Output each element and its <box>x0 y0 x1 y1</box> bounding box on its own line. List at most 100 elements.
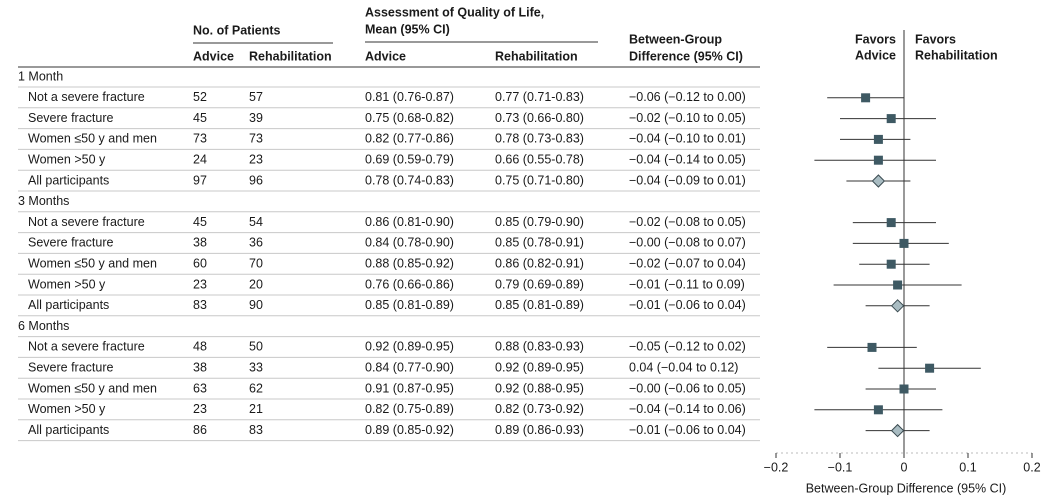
advice-n: 63 <box>193 381 207 395</box>
difference-label: −0.01 (−0.06 to 0.04) <box>629 298 746 312</box>
difference-label: −0.06 (−0.12 to 0.00) <box>629 90 746 104</box>
rehab-qol: 0.86 (0.82-0.91) <box>495 256 584 270</box>
advice-n: 52 <box>193 90 207 104</box>
advice-n: 86 <box>193 423 207 437</box>
rehab-qol: 0.92 (0.88-0.95) <box>495 381 584 395</box>
estimate-square <box>861 93 871 103</box>
group-label: 3 Months <box>18 194 69 208</box>
advice-n: 45 <box>193 215 207 229</box>
rehab-n: 23 <box>249 152 263 166</box>
advice-qol: 0.81 (0.76-0.87) <box>365 90 454 104</box>
estimate-square <box>886 259 896 269</box>
advice-n: 73 <box>193 132 207 146</box>
advice-qol: 0.78 (0.74-0.83) <box>365 173 454 187</box>
difference-label: −0.01 (−0.11 to 0.09) <box>629 277 745 291</box>
advice-n: 97 <box>193 173 207 187</box>
rehab-n: 57 <box>249 90 263 104</box>
rehab-qol: 0.66 (0.55-0.78) <box>495 152 584 166</box>
rehab-n: 70 <box>249 256 263 270</box>
rehab-n: 36 <box>249 236 263 250</box>
estimate-square <box>873 405 883 415</box>
header-qol: Mean (95% CI) <box>365 22 450 36</box>
x-tick-label: 0 <box>901 460 908 474</box>
difference-label: −0.04 (−0.14 to 0.05) <box>629 152 746 166</box>
advice-qol: 0.92 (0.89-0.95) <box>365 340 454 354</box>
row-label: Women ≤50 y and men <box>28 132 157 146</box>
rehab-n: 62 <box>249 381 263 395</box>
header-advice-n: Advice <box>193 49 234 63</box>
difference-label: 0.04 (−0.04 to 0.12) <box>629 360 738 374</box>
advice-n: 48 <box>193 340 207 354</box>
difference-label: −0.01 (−0.06 to 0.04) <box>629 423 746 437</box>
advice-n: 23 <box>193 277 207 291</box>
estimate-diamond <box>871 174 886 188</box>
advice-qol: 0.85 (0.81-0.89) <box>365 298 454 312</box>
row-label: Women ≤50 y and men <box>28 381 157 395</box>
header-rehab-n: Rehabilitation <box>249 49 332 63</box>
x-tick-label: −0.2 <box>764 460 789 474</box>
rehab-n: 54 <box>249 215 263 229</box>
advice-n: 23 <box>193 402 207 416</box>
difference-label: −0.04 (−0.10 to 0.01) <box>629 132 746 146</box>
advice-qol: 0.84 (0.77-0.90) <box>365 360 454 374</box>
favors-right: Rehabilitation <box>915 48 998 62</box>
rehab-n: 21 <box>249 402 263 416</box>
header-diff: Between-Group <box>629 32 722 46</box>
rehab-qol: 0.79 (0.69-0.89) <box>495 277 584 291</box>
advice-qol: 0.91 (0.87-0.95) <box>365 381 454 395</box>
rehab-n: 96 <box>249 173 263 187</box>
row-label: Women ≤50 y and men <box>28 256 157 270</box>
estimate-square <box>886 218 896 228</box>
advice-n: 45 <box>193 111 207 125</box>
advice-qol: 0.75 (0.68-0.82) <box>365 111 454 125</box>
advice-qol: 0.86 (0.81-0.90) <box>365 215 454 229</box>
advice-n: 60 <box>193 256 207 270</box>
rehab-n: 39 <box>249 111 263 125</box>
estimate-square <box>925 363 935 373</box>
advice-qol: 0.76 (0.66-0.86) <box>365 277 454 291</box>
rehab-n: 73 <box>249 132 263 146</box>
rehab-n: 33 <box>249 360 263 374</box>
advice-qol: 0.82 (0.77-0.86) <box>365 132 454 146</box>
rehab-qol: 0.82 (0.73-0.92) <box>495 402 584 416</box>
estimate-square <box>899 384 909 394</box>
rehab-qol: 0.85 (0.79-0.90) <box>495 215 584 229</box>
rehab-qol: 0.77 (0.71-0.83) <box>495 90 584 104</box>
estimate-square <box>873 134 883 144</box>
row-label: Severe fracture <box>28 360 114 374</box>
advice-n: 83 <box>193 298 207 312</box>
row-label: Not a severe fracture <box>28 215 145 229</box>
estimate-square <box>886 114 896 124</box>
rehab-n: 90 <box>249 298 263 312</box>
group-label: 1 Month <box>18 69 63 83</box>
difference-label: −0.04 (−0.09 to 0.01) <box>629 173 746 187</box>
row-label: All participants <box>28 423 109 437</box>
header-diff: Difference (95% CI) <box>629 49 743 63</box>
advice-qol: 0.89 (0.85-0.92) <box>365 423 454 437</box>
row-label: Women >50 y <box>28 402 106 416</box>
difference-label: −0.00 (−0.08 to 0.07) <box>629 236 746 250</box>
rehab-qol: 0.85 (0.78-0.91) <box>495 236 584 250</box>
estimate-square <box>867 342 877 352</box>
estimate-square <box>873 155 883 165</box>
header-patients: No. of Patients <box>193 23 281 37</box>
x-tick-label: 0.2 <box>1023 460 1040 474</box>
row-label: All participants <box>28 173 109 187</box>
rehab-n: 83 <box>249 423 263 437</box>
advice-n: 38 <box>193 236 207 250</box>
advice-n: 24 <box>193 152 207 166</box>
x-axis-label: Between-Group Difference (95% CI) <box>806 481 1007 495</box>
header-advice-qol: Advice <box>365 49 406 63</box>
row-label: Not a severe fracture <box>28 90 145 104</box>
row-label: All participants <box>28 298 109 312</box>
difference-label: −0.00 (−0.06 to 0.05) <box>629 381 746 395</box>
x-tick-label: 0.1 <box>959 460 976 474</box>
difference-label: −0.04 (−0.14 to 0.06) <box>629 402 746 416</box>
row-label: Women >50 y <box>28 152 106 166</box>
header-rehab-qol: Rehabilitation <box>495 49 578 63</box>
advice-qol: 0.88 (0.85-0.92) <box>365 256 454 270</box>
advice-n: 38 <box>193 360 207 374</box>
rehab-qol: 0.75 (0.71-0.80) <box>495 173 584 187</box>
estimate-square <box>893 280 903 290</box>
estimate-square <box>899 238 909 248</box>
